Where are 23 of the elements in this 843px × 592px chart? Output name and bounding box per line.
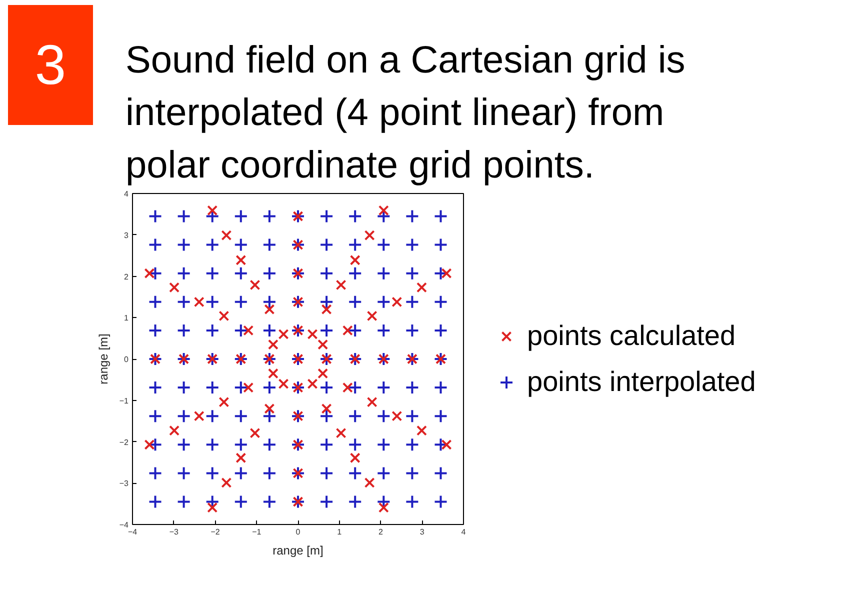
y-tick-label: −3 (119, 479, 130, 488)
x-tick-label: −3 (169, 528, 179, 536)
x-tick-label: 4 (461, 528, 466, 536)
legend-label: points calculated (527, 320, 736, 352)
legend-label: points interpolated (527, 366, 756, 398)
y-tick-label: −1 (119, 396, 130, 406)
y-tick-label: 0 (124, 355, 130, 364)
y-tick-label: 3 (124, 230, 130, 240)
y-tick-label: 2 (124, 272, 130, 282)
y-tick-label: −4 (119, 520, 130, 530)
chart-title: Sound field on a Cartesian grid is interpolated (4 point linear) from polar coordinate grid points. (126, 40, 686, 186)
y-tick-label: 4 (124, 190, 130, 198)
x-tick-label: 0 (296, 528, 301, 536)
y-axis-title: range [m] (96, 334, 110, 384)
x-tick-label: −1 (252, 528, 262, 536)
x-tick-label: 3 (420, 528, 425, 536)
y-tick-label: −2 (119, 438, 130, 447)
x-axis-title: range [m] (272, 544, 324, 558)
x-tick-label: −2 (210, 528, 220, 536)
x-tick-label: 1 (337, 528, 342, 536)
text: 3 (34, 32, 66, 98)
x-tick-label: 2 (378, 528, 384, 536)
y-tick-label: 1 (124, 314, 130, 323)
